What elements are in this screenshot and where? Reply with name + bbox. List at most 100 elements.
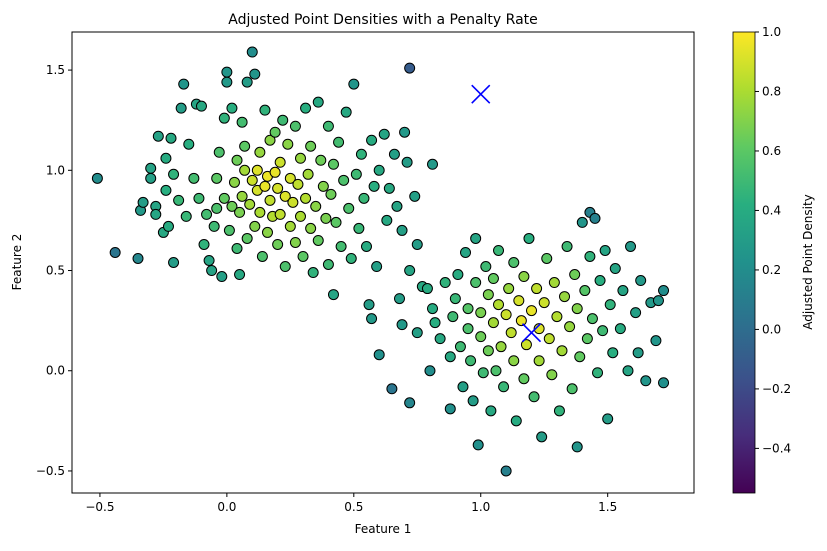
colorbar-tick-label: 0.4 [762,203,781,217]
data-point [255,147,265,157]
data-point [311,201,321,211]
data-point [501,466,511,476]
data-point [323,260,333,270]
data-point [455,342,465,352]
data-point [194,193,204,203]
data-point [229,177,239,187]
data-point [453,270,463,280]
data-point [161,153,171,163]
data-point [544,334,554,344]
data-point [374,165,384,175]
data-point [598,326,608,336]
data-point [369,181,379,191]
data-point [163,221,173,231]
data-point [476,308,486,318]
colorbar [733,32,755,493]
data-point [323,121,333,131]
data-point [356,149,366,159]
data-point [138,197,148,207]
data-point [653,296,663,306]
data-point [481,262,491,272]
data-point [207,266,217,276]
data-point [240,165,250,175]
data-point [161,185,171,195]
data-point [212,173,222,183]
data-point [595,276,605,286]
colorbar-label: Adjusted Point Density [801,194,815,330]
data-point [425,366,435,376]
data-point [176,103,186,113]
data-point [392,201,402,211]
data-point [651,336,661,346]
data-point [247,47,257,57]
data-point [468,396,478,406]
data-point [196,101,206,111]
data-point [549,278,559,288]
data-point [270,127,280,137]
data-point [605,300,615,310]
data-point [217,272,227,282]
data-point [273,183,283,193]
data-point [428,159,438,169]
data-point [306,223,316,233]
data-point [471,233,481,243]
data-point [260,105,270,115]
data-point [232,243,242,253]
data-point [341,107,351,117]
data-point [151,209,161,219]
data-point [250,221,260,231]
data-point [184,139,194,149]
data-point [232,155,242,165]
data-point [422,284,432,294]
data-point [590,213,600,223]
data-point [516,316,526,326]
data-point [488,274,498,284]
data-point [237,191,247,201]
y-tick-label: 1.0 [46,163,65,177]
data-point [450,294,460,304]
data-point [110,247,120,257]
data-point [600,245,610,255]
data-point [618,286,628,296]
data-point [494,245,504,255]
colorbar-tick-label: 0.2 [762,263,781,277]
data-point [491,366,501,376]
data-point [262,227,272,237]
data-point [92,173,102,183]
data-point [219,193,229,203]
data-point [288,197,298,207]
data-point [448,312,458,322]
data-point [501,310,511,320]
data-point [227,103,237,113]
data-point [242,77,252,87]
data-point [235,270,245,280]
data-point [336,241,346,251]
data-point [445,404,455,414]
data-point [575,352,585,362]
colorbar-tick-label: −0.2 [762,382,791,396]
data-point [242,233,252,243]
data-point [585,251,595,261]
data-point [509,258,519,268]
colorbar-tick-label: −0.4 [762,441,791,455]
data-point [298,251,308,261]
data-point [615,324,625,334]
data-point [405,63,415,73]
data-point [331,217,341,227]
data-point [519,272,529,282]
data-point [367,135,377,145]
data-point [224,225,234,235]
data-point [169,258,179,268]
y-tick-label: 0.5 [46,264,65,278]
data-point [466,356,476,366]
data-point [318,181,328,191]
chart-title: Adjusted Point Densities with a Penalty … [228,12,538,28]
data-point [169,169,179,179]
data-point [499,382,509,392]
colorbar-tick-label: 0.6 [762,144,781,158]
data-point [534,356,544,366]
data-point [458,382,468,392]
data-point [524,233,534,243]
x-tick-label: −0.5 [85,500,114,514]
